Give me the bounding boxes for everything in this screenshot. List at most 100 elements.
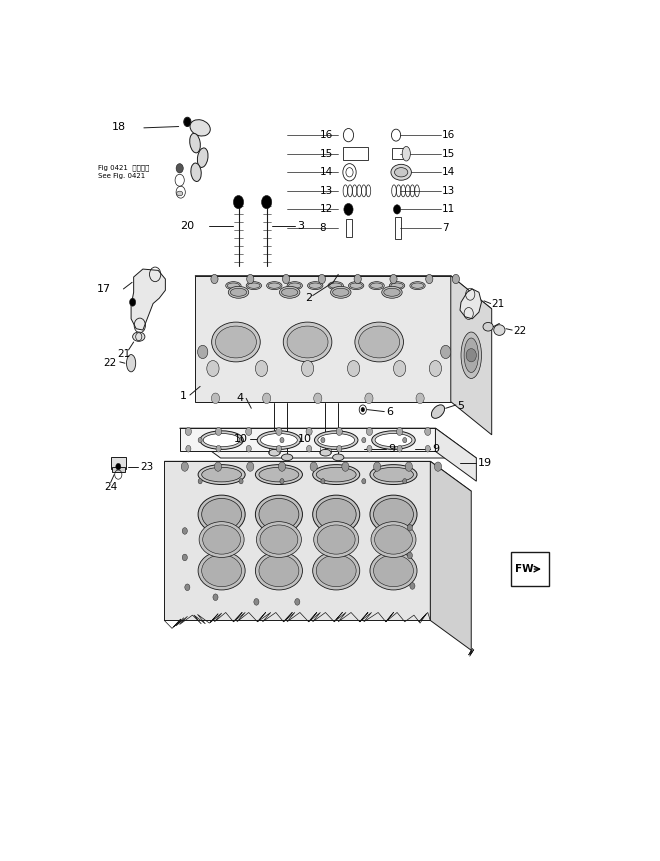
Ellipse shape [133, 332, 145, 341]
Polygon shape [195, 276, 492, 309]
Ellipse shape [328, 282, 343, 289]
Ellipse shape [370, 465, 417, 485]
Circle shape [441, 345, 451, 358]
Circle shape [426, 275, 433, 283]
Circle shape [365, 393, 373, 404]
Circle shape [342, 462, 349, 471]
Ellipse shape [318, 433, 354, 447]
Circle shape [354, 275, 361, 283]
Ellipse shape [316, 554, 356, 586]
Circle shape [182, 462, 188, 471]
Text: 4: 4 [236, 393, 243, 403]
Ellipse shape [432, 405, 445, 418]
Text: 16: 16 [442, 130, 455, 140]
Ellipse shape [383, 288, 400, 296]
Text: 6: 6 [386, 407, 393, 418]
Circle shape [182, 554, 187, 561]
Ellipse shape [374, 554, 413, 586]
Ellipse shape [190, 120, 211, 136]
Text: 3: 3 [297, 221, 304, 231]
Circle shape [429, 361, 442, 376]
Text: 9: 9 [432, 444, 439, 455]
Text: 7: 7 [442, 223, 449, 233]
Bar [343, 147, 368, 160]
Ellipse shape [226, 282, 241, 289]
Circle shape [362, 479, 366, 484]
Ellipse shape [212, 322, 260, 362]
Text: 17: 17 [97, 284, 111, 294]
Text: FW: FW [515, 564, 534, 574]
Ellipse shape [371, 522, 416, 557]
Circle shape [215, 428, 222, 436]
Circle shape [434, 462, 442, 471]
Text: 24: 24 [104, 481, 117, 492]
Text: 2: 2 [305, 293, 312, 302]
Circle shape [198, 437, 202, 443]
Ellipse shape [331, 287, 351, 298]
Ellipse shape [461, 332, 482, 379]
Circle shape [393, 205, 401, 214]
Text: 10: 10 [234, 435, 248, 444]
Ellipse shape [389, 282, 405, 289]
Text: 16: 16 [319, 130, 333, 140]
Ellipse shape [259, 468, 299, 482]
Circle shape [374, 462, 381, 471]
Ellipse shape [177, 191, 183, 195]
Polygon shape [430, 461, 471, 650]
Bar [395, 217, 401, 238]
Ellipse shape [375, 433, 412, 447]
Polygon shape [131, 269, 166, 330]
Circle shape [282, 275, 290, 283]
Ellipse shape [259, 554, 299, 586]
Circle shape [407, 552, 412, 559]
Circle shape [393, 361, 406, 376]
Text: 14: 14 [442, 167, 455, 177]
Ellipse shape [200, 430, 244, 449]
Ellipse shape [279, 287, 300, 298]
Ellipse shape [314, 430, 358, 449]
Circle shape [182, 528, 187, 534]
Circle shape [306, 428, 312, 436]
Circle shape [362, 437, 366, 443]
Ellipse shape [391, 164, 411, 180]
Ellipse shape [246, 282, 261, 289]
Text: 8: 8 [319, 223, 326, 233]
Ellipse shape [259, 499, 299, 530]
Circle shape [366, 428, 372, 436]
Ellipse shape [281, 454, 293, 461]
Text: 15: 15 [319, 149, 333, 158]
Circle shape [246, 428, 252, 436]
Polygon shape [460, 289, 482, 319]
Text: 22: 22 [103, 358, 116, 369]
Ellipse shape [267, 282, 282, 289]
Text: 19: 19 [478, 458, 492, 468]
Ellipse shape [309, 283, 321, 288]
Circle shape [466, 349, 477, 362]
Ellipse shape [374, 468, 413, 482]
Circle shape [183, 117, 191, 127]
Text: See Fig. 0421: See Fig. 0421 [98, 172, 145, 178]
Ellipse shape [370, 552, 417, 590]
Circle shape [347, 361, 360, 376]
Circle shape [367, 445, 372, 452]
Ellipse shape [202, 468, 242, 482]
Ellipse shape [391, 283, 403, 288]
Circle shape [280, 479, 284, 484]
Ellipse shape [268, 283, 280, 288]
Ellipse shape [370, 495, 417, 534]
Ellipse shape [287, 282, 302, 289]
Bar [392, 148, 403, 159]
Circle shape [337, 445, 342, 452]
Circle shape [239, 437, 243, 443]
Ellipse shape [369, 282, 384, 289]
Ellipse shape [287, 326, 328, 358]
Ellipse shape [215, 326, 256, 358]
Circle shape [336, 428, 343, 436]
Circle shape [213, 594, 218, 601]
Ellipse shape [260, 525, 298, 554]
Ellipse shape [381, 287, 402, 298]
Circle shape [211, 275, 218, 283]
Ellipse shape [355, 322, 403, 362]
Text: 14: 14 [319, 167, 333, 177]
Ellipse shape [189, 133, 201, 153]
